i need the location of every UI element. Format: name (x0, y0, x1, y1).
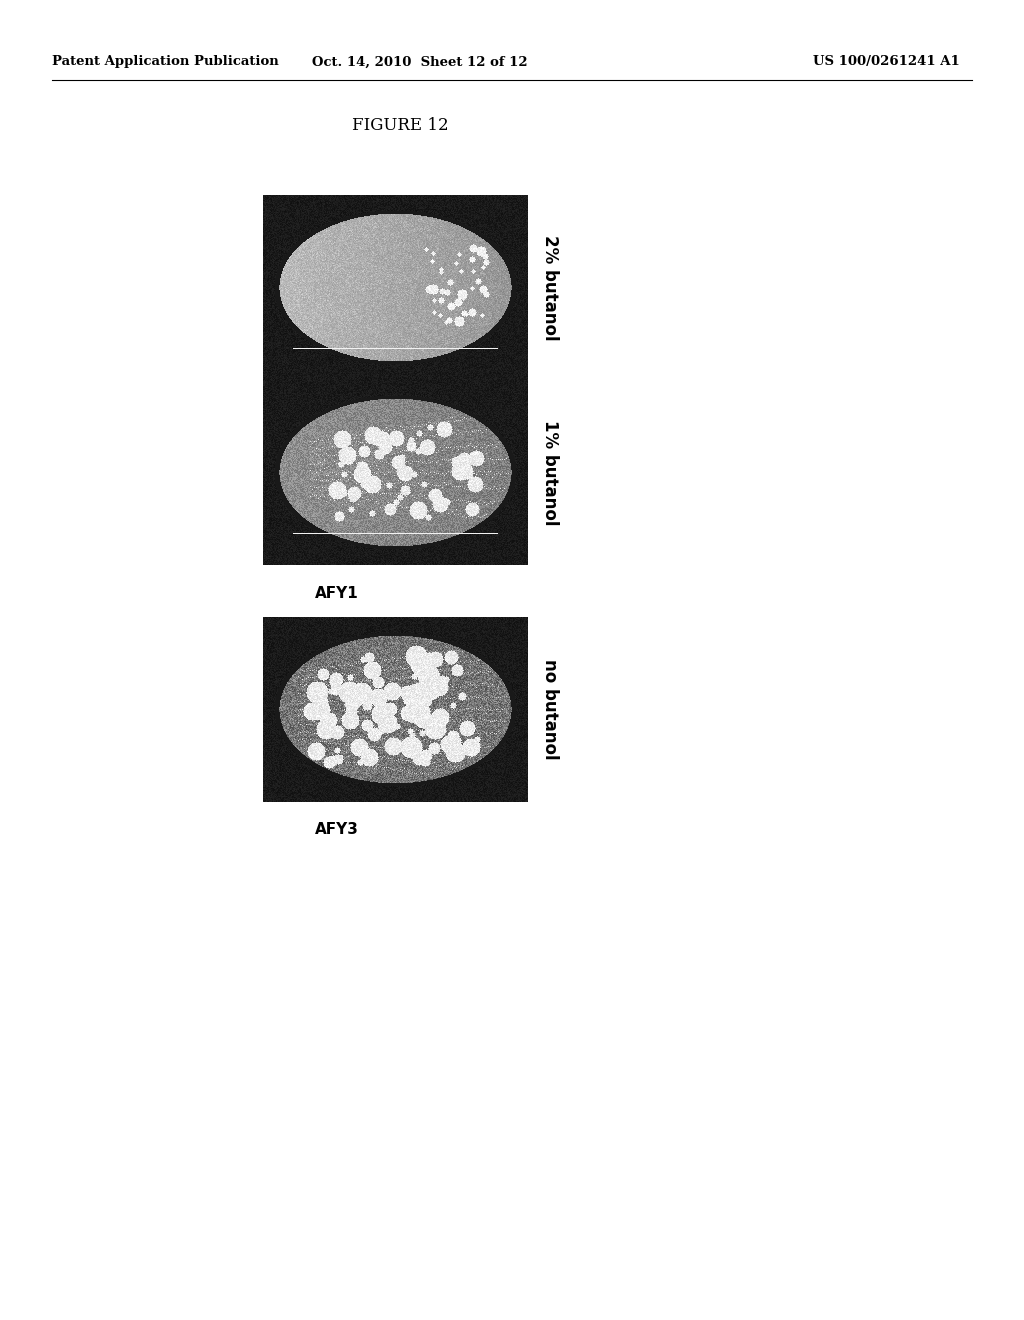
Text: AFY3: AFY3 (315, 822, 359, 837)
Text: US 100/0261241 A1: US 100/0261241 A1 (813, 55, 961, 69)
Text: 2% butanol: 2% butanol (541, 235, 559, 341)
Text: Patent Application Publication: Patent Application Publication (52, 55, 279, 69)
Text: AFY16: AFY16 (402, 688, 453, 701)
Text: 1% butanol: 1% butanol (541, 420, 559, 525)
Text: Oct. 14, 2010  Sheet 12 of 12: Oct. 14, 2010 Sheet 12 of 12 (312, 55, 527, 69)
Text: no butanol: no butanol (541, 659, 559, 760)
Text: AFY1: AFY1 (315, 586, 359, 601)
Text: FIGURE 12: FIGURE 12 (351, 116, 449, 133)
